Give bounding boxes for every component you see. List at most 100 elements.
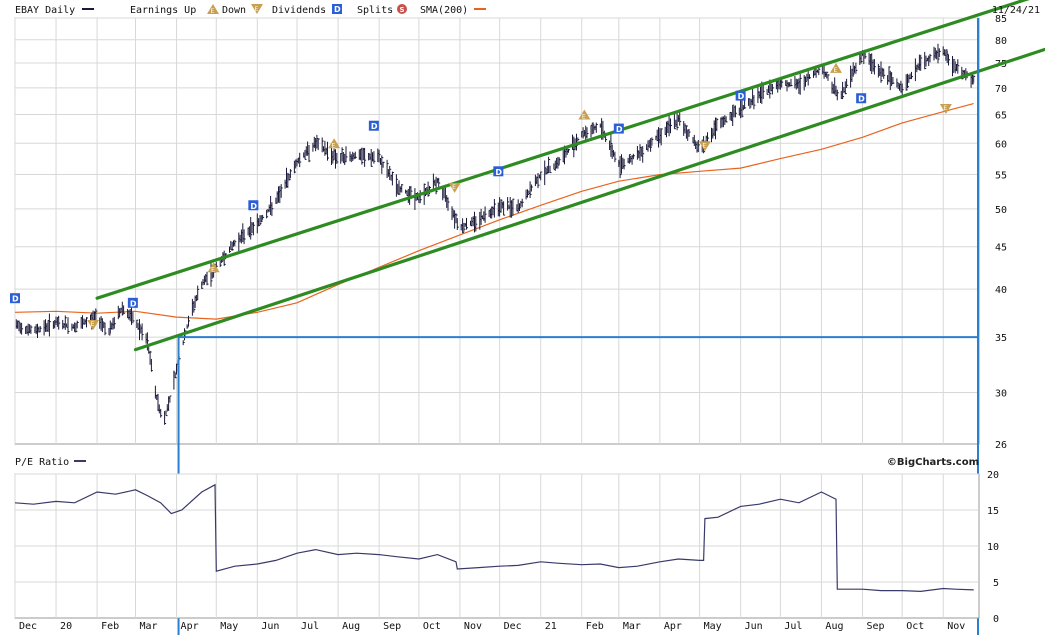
price-y-tick-label: 70 xyxy=(995,84,1007,95)
lower-channel-line xyxy=(133,47,1045,352)
dividend-marker-label: D xyxy=(738,92,745,101)
pe-y-axis: 0 5 10 15 20 xyxy=(987,470,999,625)
legend-down-label: Down xyxy=(222,5,246,16)
dividend-marker-box xyxy=(248,200,259,211)
dividend-marker: D xyxy=(493,166,504,177)
dividend-marker-label: D xyxy=(495,168,502,177)
earnings-marker-label: E xyxy=(582,113,586,120)
x-tick-label: Feb xyxy=(586,621,604,632)
trendlines-layer xyxy=(95,0,1045,352)
price-bars-layer xyxy=(15,43,976,425)
sma-200-line xyxy=(14,103,974,320)
legend-date: 11/24/21 xyxy=(992,5,1040,16)
price-y-tick-label: 85 xyxy=(995,14,1007,25)
pe-ratio-line xyxy=(14,483,974,593)
pe-y-tick-label: 10 xyxy=(987,542,999,553)
dividend-marker-label: D xyxy=(858,95,865,104)
earnings-marker-shape xyxy=(448,182,461,193)
dividend-marker: D xyxy=(248,200,259,211)
x-tick-label: Aug xyxy=(342,621,360,632)
dividend-marker: D xyxy=(613,123,624,134)
x-tick-label: May xyxy=(220,621,238,632)
earnings-up-marker: E xyxy=(578,109,591,120)
price-grid xyxy=(14,17,979,444)
legend-earnings-label: Earnings Up xyxy=(130,5,196,16)
x-tick-label: Jun xyxy=(261,621,279,632)
dividend-marker-label: D xyxy=(371,122,378,131)
earnings-marker-shape xyxy=(87,319,100,330)
legend-split-icon: S xyxy=(397,4,407,14)
price-y-tick-label: 35 xyxy=(995,333,1007,344)
svg-text:D: D xyxy=(334,5,341,14)
x-tick-label: Dec xyxy=(19,621,37,632)
price-y-tick-label: 30 xyxy=(995,389,1007,400)
svg-text:E: E xyxy=(255,6,259,13)
legend-earnings-down-icon: E xyxy=(251,4,263,14)
dividend-marker: D xyxy=(127,297,138,308)
x-tick-label: Jul xyxy=(784,621,802,632)
pe-panel: 0 5 10 15 20 P/E Ratio ©BigCharts.com xyxy=(14,457,999,625)
legend: EBAY Daily Earnings Up E Down E Dividend… xyxy=(15,4,1040,16)
dividend-marker-box xyxy=(735,90,746,101)
dividend-marker-label: D xyxy=(250,202,257,211)
upper-channel-line xyxy=(95,0,1030,300)
x-axis: Dec 20 Feb Mar Apr May Jun Jul Aug Sep Oct Nov Dec 21… xyxy=(19,621,965,632)
legend-sma-label: SMA(200) xyxy=(420,5,468,16)
x-tick-label: Nov xyxy=(947,621,965,632)
pe-y-tick-label: 20 xyxy=(987,470,999,481)
legend-dividends-label: Dividends xyxy=(272,5,326,16)
x-tick-label: Jun xyxy=(745,621,763,632)
pe-y-tick-label: 15 xyxy=(987,506,999,517)
svg-text:S: S xyxy=(400,6,405,14)
earnings-up-marker: E xyxy=(328,138,341,149)
dividend-marker: D xyxy=(856,93,867,104)
legend-splits-label: Splits xyxy=(357,5,393,16)
x-tick-label: Oct xyxy=(423,621,441,632)
sma-layer xyxy=(14,103,974,320)
earnings-marker-label: E xyxy=(702,142,706,149)
dividend-marker-label: D xyxy=(616,125,623,134)
earnings-marker-label: E xyxy=(452,184,456,191)
x-tick-label: Nov xyxy=(464,621,482,632)
legend-earnings-up-icon: E xyxy=(207,4,219,15)
earnings-down-marker: E xyxy=(939,103,952,114)
earnings-marker-shape xyxy=(207,262,220,273)
earnings-marker-label: E xyxy=(332,142,336,149)
earnings-up-marker: E xyxy=(829,62,842,74)
x-tick-label: Mar xyxy=(140,621,158,632)
price-y-tick-label: 65 xyxy=(995,110,1007,121)
earnings-marker-label: E xyxy=(91,321,95,328)
earnings-marker-label: E xyxy=(833,67,837,74)
x-tick-label: Mar xyxy=(623,621,641,632)
pe-y-tick-label: 0 xyxy=(993,614,999,625)
earnings-down-marker: E xyxy=(87,319,100,330)
earnings-marker-shape xyxy=(698,141,711,152)
dividend-marker-box xyxy=(10,293,20,304)
earnings-marker-shape xyxy=(939,103,952,114)
dividend-marker-box xyxy=(856,93,867,104)
dividend-marker: D xyxy=(368,120,379,131)
earnings-marker-shape xyxy=(328,138,341,149)
earnings-marker-shape xyxy=(578,109,591,120)
x-tick-label: Jul xyxy=(301,621,319,632)
price-y-tick-label: 50 xyxy=(995,205,1007,216)
price-panel: 26303540455055606570758085 DEDEDEDEDEDED… xyxy=(10,0,1045,635)
x-tick-label: Oct xyxy=(906,621,924,632)
earnings-marker-shape xyxy=(829,62,842,73)
earnings-down-marker: E xyxy=(448,182,461,193)
x-tick-label: 21 xyxy=(545,621,557,632)
event-markers-layer: D E D E D E D E D E D E D E D E xyxy=(10,62,952,330)
legend-dividend-icon: D xyxy=(332,4,342,14)
x-tick-label: Sep xyxy=(383,621,401,632)
x-tick-label: Sep xyxy=(866,621,884,632)
dividend-marker: D xyxy=(735,90,746,101)
x-tick-label: Aug xyxy=(825,621,843,632)
price-y-tick-label: 40 xyxy=(995,285,1007,296)
svg-text:E: E xyxy=(211,8,215,15)
x-tick-label: Feb xyxy=(101,621,119,632)
earnings-marker-label: E xyxy=(943,105,947,112)
pe-line-layer xyxy=(14,483,974,593)
x-tick-label: 20 xyxy=(60,621,72,632)
